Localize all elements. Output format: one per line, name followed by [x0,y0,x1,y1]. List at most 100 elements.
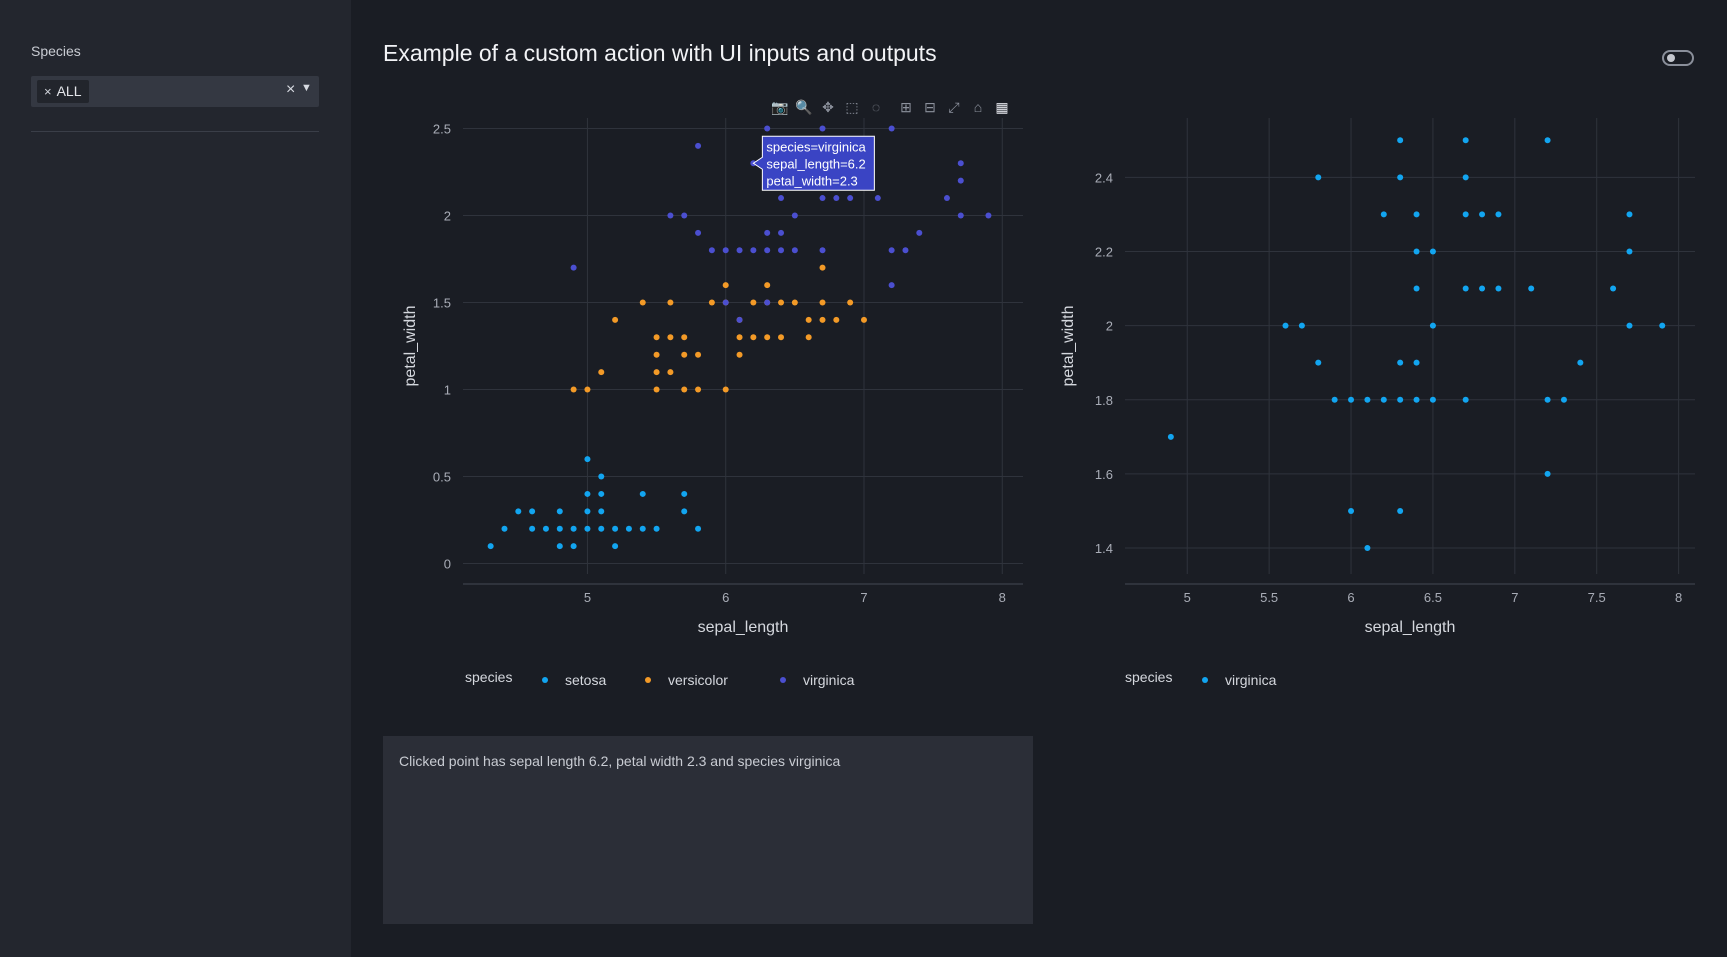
point-virginica[interactable] [888,125,895,132]
point-setosa[interactable] [695,525,702,532]
point-virginica[interactable] [1397,507,1404,514]
point-versicolor[interactable] [805,316,812,323]
point-virginica[interactable] [1544,137,1551,144]
point-setosa[interactable] [625,525,632,532]
point-virginica[interactable] [1413,285,1420,292]
point-versicolor[interactable] [736,351,743,358]
point-versicolor[interactable] [584,386,591,393]
point-virginica[interactable] [1348,507,1355,514]
point-virginica[interactable] [722,299,729,306]
point-setosa[interactable] [639,525,646,532]
point-virginica[interactable] [902,247,909,254]
legend-item-versicolor[interactable]: versicolor [668,672,728,688]
chip-remove-icon[interactable]: × [44,84,52,99]
point-setosa[interactable] [681,490,688,497]
point-versicolor[interactable] [722,386,729,393]
theme-toggle[interactable] [1662,50,1694,66]
point-virginica[interactable] [695,229,702,236]
legend-item-setosa[interactable]: setosa [565,672,606,688]
point-setosa[interactable] [556,543,563,550]
point-virginica[interactable] [888,282,895,289]
plotly-logo-icon[interactable]: ▦ [995,98,1009,115]
point-setosa[interactable] [584,508,591,515]
point-versicolor[interactable] [819,264,826,271]
chevron-down-icon[interactable]: ▼ [301,82,312,94]
point-virginica[interactable] [819,195,826,202]
point-virginica[interactable] [1577,359,1584,366]
point-versicolor[interactable] [805,334,812,341]
point-virginica[interactable] [778,247,785,254]
point-virginica[interactable] [1397,396,1404,403]
point-virginica[interactable] [957,160,964,167]
point-versicolor[interactable] [791,299,798,306]
legend-marker-setosa[interactable] [542,677,548,683]
lasso-icon[interactable]: ◌ [871,99,881,115]
point-versicolor[interactable] [764,334,771,341]
point-versicolor[interactable] [819,299,826,306]
point-setosa[interactable] [653,525,660,532]
point-virginica[interactable] [1167,433,1174,440]
point-setosa[interactable] [598,490,605,497]
point-virginica[interactable] [916,229,923,236]
point-virginica[interactable] [985,212,992,219]
point-setosa[interactable] [584,456,591,463]
scatter-chart-right[interactable]: 5 5.5 6 6.5 7 7.5 8 1.4 1.6 1.8 2 2.2 2.4 sepal_lengt… [1043,110,1703,710]
point-virginica[interactable] [681,212,688,219]
autoscale-icon[interactable]: ⤢ [948,98,960,115]
pan-icon[interactable]: ✥ [822,98,834,115]
point-virginica[interactable] [1315,359,1322,366]
point-setosa[interactable] [570,525,577,532]
point-virginica[interactable] [1397,174,1404,181]
point-setosa[interactable] [598,508,605,515]
point-virginica[interactable] [1413,248,1420,255]
camera-icon[interactable]: 📷 [771,98,789,115]
species-multiselect[interactable]: × ALL × ▼ [31,76,319,107]
point-setosa[interactable] [681,508,688,515]
legend-marker-versicolor[interactable] [645,677,651,683]
point-virginica[interactable] [1380,396,1387,403]
point-virginica[interactable] [764,125,771,132]
point-virginica[interactable] [1544,470,1551,477]
point-versicolor[interactable] [667,369,674,376]
point-versicolor[interactable] [722,282,729,289]
point-virginica[interactable] [778,229,785,236]
point-virginica[interactable] [874,195,881,202]
point-setosa[interactable] [529,508,536,515]
point-virginica[interactable] [1413,396,1420,403]
point-versicolor[interactable] [639,299,646,306]
point-virginica[interactable] [1397,137,1404,144]
point-versicolor[interactable] [750,299,757,306]
point-virginica[interactable] [570,264,577,271]
point-versicolor[interactable] [681,386,688,393]
point-versicolor[interactable] [570,386,577,393]
point-virginica[interactable] [1462,137,1469,144]
point-virginica[interactable] [819,125,826,132]
point-virginica[interactable] [778,195,785,202]
point-virginica[interactable] [1413,359,1420,366]
zoom-icon[interactable]: 🔍 [795,98,813,115]
point-virginica[interactable] [695,142,702,149]
point-virginica[interactable] [1413,211,1420,218]
point-virginica[interactable] [736,247,743,254]
point-versicolor[interactable] [833,316,840,323]
point-setosa[interactable] [556,525,563,532]
point-versicolor[interactable] [598,369,605,376]
point-setosa[interactable] [529,525,536,532]
point-virginica[interactable] [1364,396,1371,403]
point-versicolor[interactable] [653,369,660,376]
point-versicolor[interactable] [653,386,660,393]
reset-axes-icon[interactable]: ⌂ [973,99,983,115]
point-setosa[interactable] [598,525,605,532]
point-virginica[interactable] [764,299,771,306]
point-virginica[interactable] [791,212,798,219]
point-virginica[interactable] [764,247,771,254]
point-versicolor[interactable] [653,334,660,341]
point-virginica[interactable] [1462,174,1469,181]
point-virginica[interactable] [1544,396,1551,403]
point-virginica[interactable] [1397,359,1404,366]
point-versicolor[interactable] [667,334,674,341]
point-setosa[interactable] [612,525,619,532]
point-versicolor[interactable] [667,299,674,306]
point-virginica[interactable] [1462,285,1469,292]
point-setosa[interactable] [570,543,577,550]
